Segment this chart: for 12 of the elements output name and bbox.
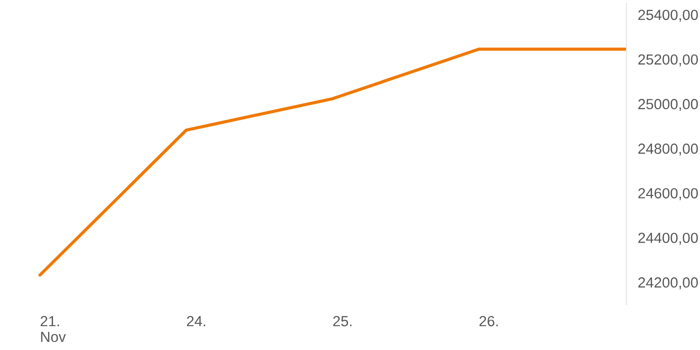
- y-tick-label: 24200,00: [638, 277, 698, 290]
- x-tick-label: 25.: [333, 316, 352, 326]
- y-tick-label: 25000,00: [638, 98, 698, 111]
- y-tick-label: 24600,00: [638, 188, 698, 200]
- y-tick-label: 25400,00: [638, 10, 698, 22]
- x-tick-label: 26.: [480, 316, 498, 326]
- y-tick-label: 24400,00: [638, 232, 698, 245]
- y-tick-label: 25200,00: [638, 54, 698, 66]
- x-tick-label: 21. Nov: [40, 316, 66, 342]
- x-tick-label: 24.: [186, 316, 206, 326]
- line-series: [38, 48, 626, 277]
- y-tick-label: 24800,00: [638, 144, 698, 156]
